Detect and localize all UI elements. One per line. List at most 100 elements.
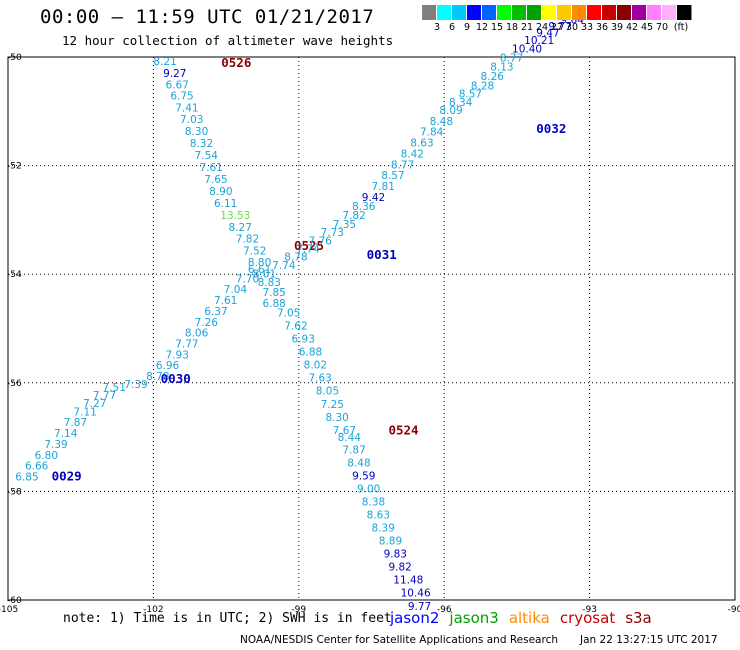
wave-height-value: 6.37 <box>204 306 227 318</box>
satellite-name-jason2: jason2 <box>390 609 440 627</box>
wave-height-value: 8.36 <box>352 201 376 213</box>
legend-tick-label: 6 <box>448 22 456 33</box>
wave-height-value: 6.88 <box>262 298 285 310</box>
credit-line: NOAA/NESDIS Center for Satellite Applica… <box>240 634 558 646</box>
legend-swatch <box>482 5 497 20</box>
legend-tick-label: 42 <box>625 22 639 33</box>
page-subtitle: 12 hour collection of altimeter wave hei… <box>62 33 394 48</box>
wave-height-value: 7.41 <box>175 102 198 114</box>
map-frame <box>7 56 736 601</box>
pass-id-label: 0524 <box>388 422 418 437</box>
wave-height-value: 8.63 <box>410 138 433 150</box>
legend-swatch <box>632 5 647 20</box>
wave-height-value: 8.26 <box>481 71 505 83</box>
legend-swatch <box>542 5 557 20</box>
legend-swatch <box>617 5 632 20</box>
wave-height-value: 7.14 <box>54 428 78 440</box>
wave-height-value: 7.39 <box>44 439 67 451</box>
lon-tick-label: -102 <box>143 605 163 615</box>
wave-height-value: 8.06 <box>185 328 209 340</box>
satellite-name-s3a: s3a <box>625 609 652 627</box>
wave-height-value: 7.52 <box>243 246 266 258</box>
legend-swatch <box>527 5 542 20</box>
wave-height-value: 8.89 <box>379 536 402 548</box>
legend-tick-label: 9 <box>463 22 471 33</box>
wave-height-value: 7.63 <box>308 373 331 385</box>
wave-height-value: 9.42 <box>362 192 385 204</box>
legend-tick-label: 3 <box>433 22 441 33</box>
wave-height-value: 8.13 <box>490 62 513 74</box>
legend-swatch <box>437 5 452 20</box>
legend-tick-label: 21 <box>520 22 534 33</box>
wave-height-value: 7.74 <box>296 243 320 255</box>
wave-height-value: 6.66 <box>25 461 49 473</box>
wave-height-value: 7.27 <box>83 398 106 410</box>
legend-swatch <box>677 5 692 20</box>
legend-swatch <box>572 5 587 20</box>
legend-tick-label: 27 <box>550 22 564 33</box>
color-swatches <box>422 5 692 20</box>
wave-height-value: 7.73 <box>321 227 344 239</box>
wave-height-value: 8.02 <box>304 360 327 372</box>
pass-id-label: 0031 <box>367 247 397 262</box>
wave-height-value: 8.30 <box>185 126 208 138</box>
wave-height-value: 9.77 <box>548 21 571 33</box>
footer-note: note: 1) Time is in UTC; 2) SWH is in fe… <box>63 611 392 626</box>
wave-height-value: 8.48 <box>347 457 370 469</box>
wave-height-value: 8.27 <box>229 222 252 234</box>
legend-swatch <box>662 5 677 20</box>
legend-swatch <box>497 5 512 20</box>
wave-height-value: 7.87 <box>342 444 365 456</box>
wave-height-value: 7.39 <box>124 379 147 391</box>
legend-tick-label: 36 <box>595 22 609 33</box>
wave-height-value: 11.48 <box>393 575 423 587</box>
legend-tick-label: 45 <box>640 22 654 33</box>
wave-height-value: 7.67 <box>333 425 356 437</box>
wave-height-value: 8.77 <box>391 159 414 171</box>
pass-id-label: 0525 <box>294 238 324 253</box>
pass-id-label: 0030 <box>161 371 191 386</box>
satellite-legend: jason2 jason3 altika cryosat s3a <box>390 609 662 627</box>
wave-height-value: 7.82 <box>342 210 365 222</box>
wave-height-value: 9.77 <box>408 601 431 613</box>
legend-tick-label: 30 <box>565 22 579 33</box>
legend-swatch <box>467 5 482 20</box>
wave-height-value: 7.51 <box>103 382 126 394</box>
wave-height-value: 13.53 <box>220 210 250 222</box>
legend-swatch <box>452 5 467 20</box>
wave-height-value: 6.61 <box>248 264 271 276</box>
lon-tick-label: -90 <box>728 605 740 615</box>
satellite-name-cryosat: cryosat <box>559 609 616 627</box>
legend-swatch <box>422 5 437 20</box>
lon-tick-label: -93 <box>582 605 597 615</box>
wave-height-value: 8.80 <box>248 257 271 269</box>
wave-height-value: 9.83 <box>384 549 407 561</box>
wave-height-value: 8.32 <box>190 138 213 150</box>
wave-height-value: 8.57 <box>381 170 404 182</box>
wave-height-value: 9.00 <box>357 483 380 495</box>
legend-swatch <box>557 5 572 20</box>
wave-height-value: 9.59 <box>352 470 375 482</box>
lat-tick-label: -50 <box>7 53 22 63</box>
wave-height-value: 6.11 <box>214 198 237 210</box>
legend-swatch <box>512 5 527 20</box>
satellite-name-altika: altika <box>508 609 550 627</box>
wave-height-value: 8.83 <box>258 277 281 289</box>
wave-height-value: 7.85 <box>262 287 285 299</box>
wave-height-value: 7.82 <box>236 234 259 246</box>
wave-height-value: 9.82 <box>388 562 411 574</box>
lat-tick-label: -58 <box>7 487 22 497</box>
legend-tick-label: (ft) <box>673 22 689 33</box>
wave-height-value: 8.21 <box>153 56 176 68</box>
wave-height-value: 6.88 <box>299 347 322 359</box>
wave-height-value: 7.11 <box>73 406 96 418</box>
legend-tick-label: 33 <box>580 22 594 33</box>
wave-height-value: 10.46 <box>401 588 431 600</box>
wave-height-value: 8.28 <box>471 81 494 93</box>
legend-ticks: 3 6 9 12 15 18 21 24 27 30 33 36 39 42 45 70 (ft) <box>422 20 692 34</box>
wave-height-value: 7.61 <box>214 295 237 307</box>
wave-height-value: 9.47 <box>536 27 559 39</box>
wave-height-value: 8.63 <box>367 510 390 522</box>
wave-height-value: 8.78 <box>146 371 169 383</box>
